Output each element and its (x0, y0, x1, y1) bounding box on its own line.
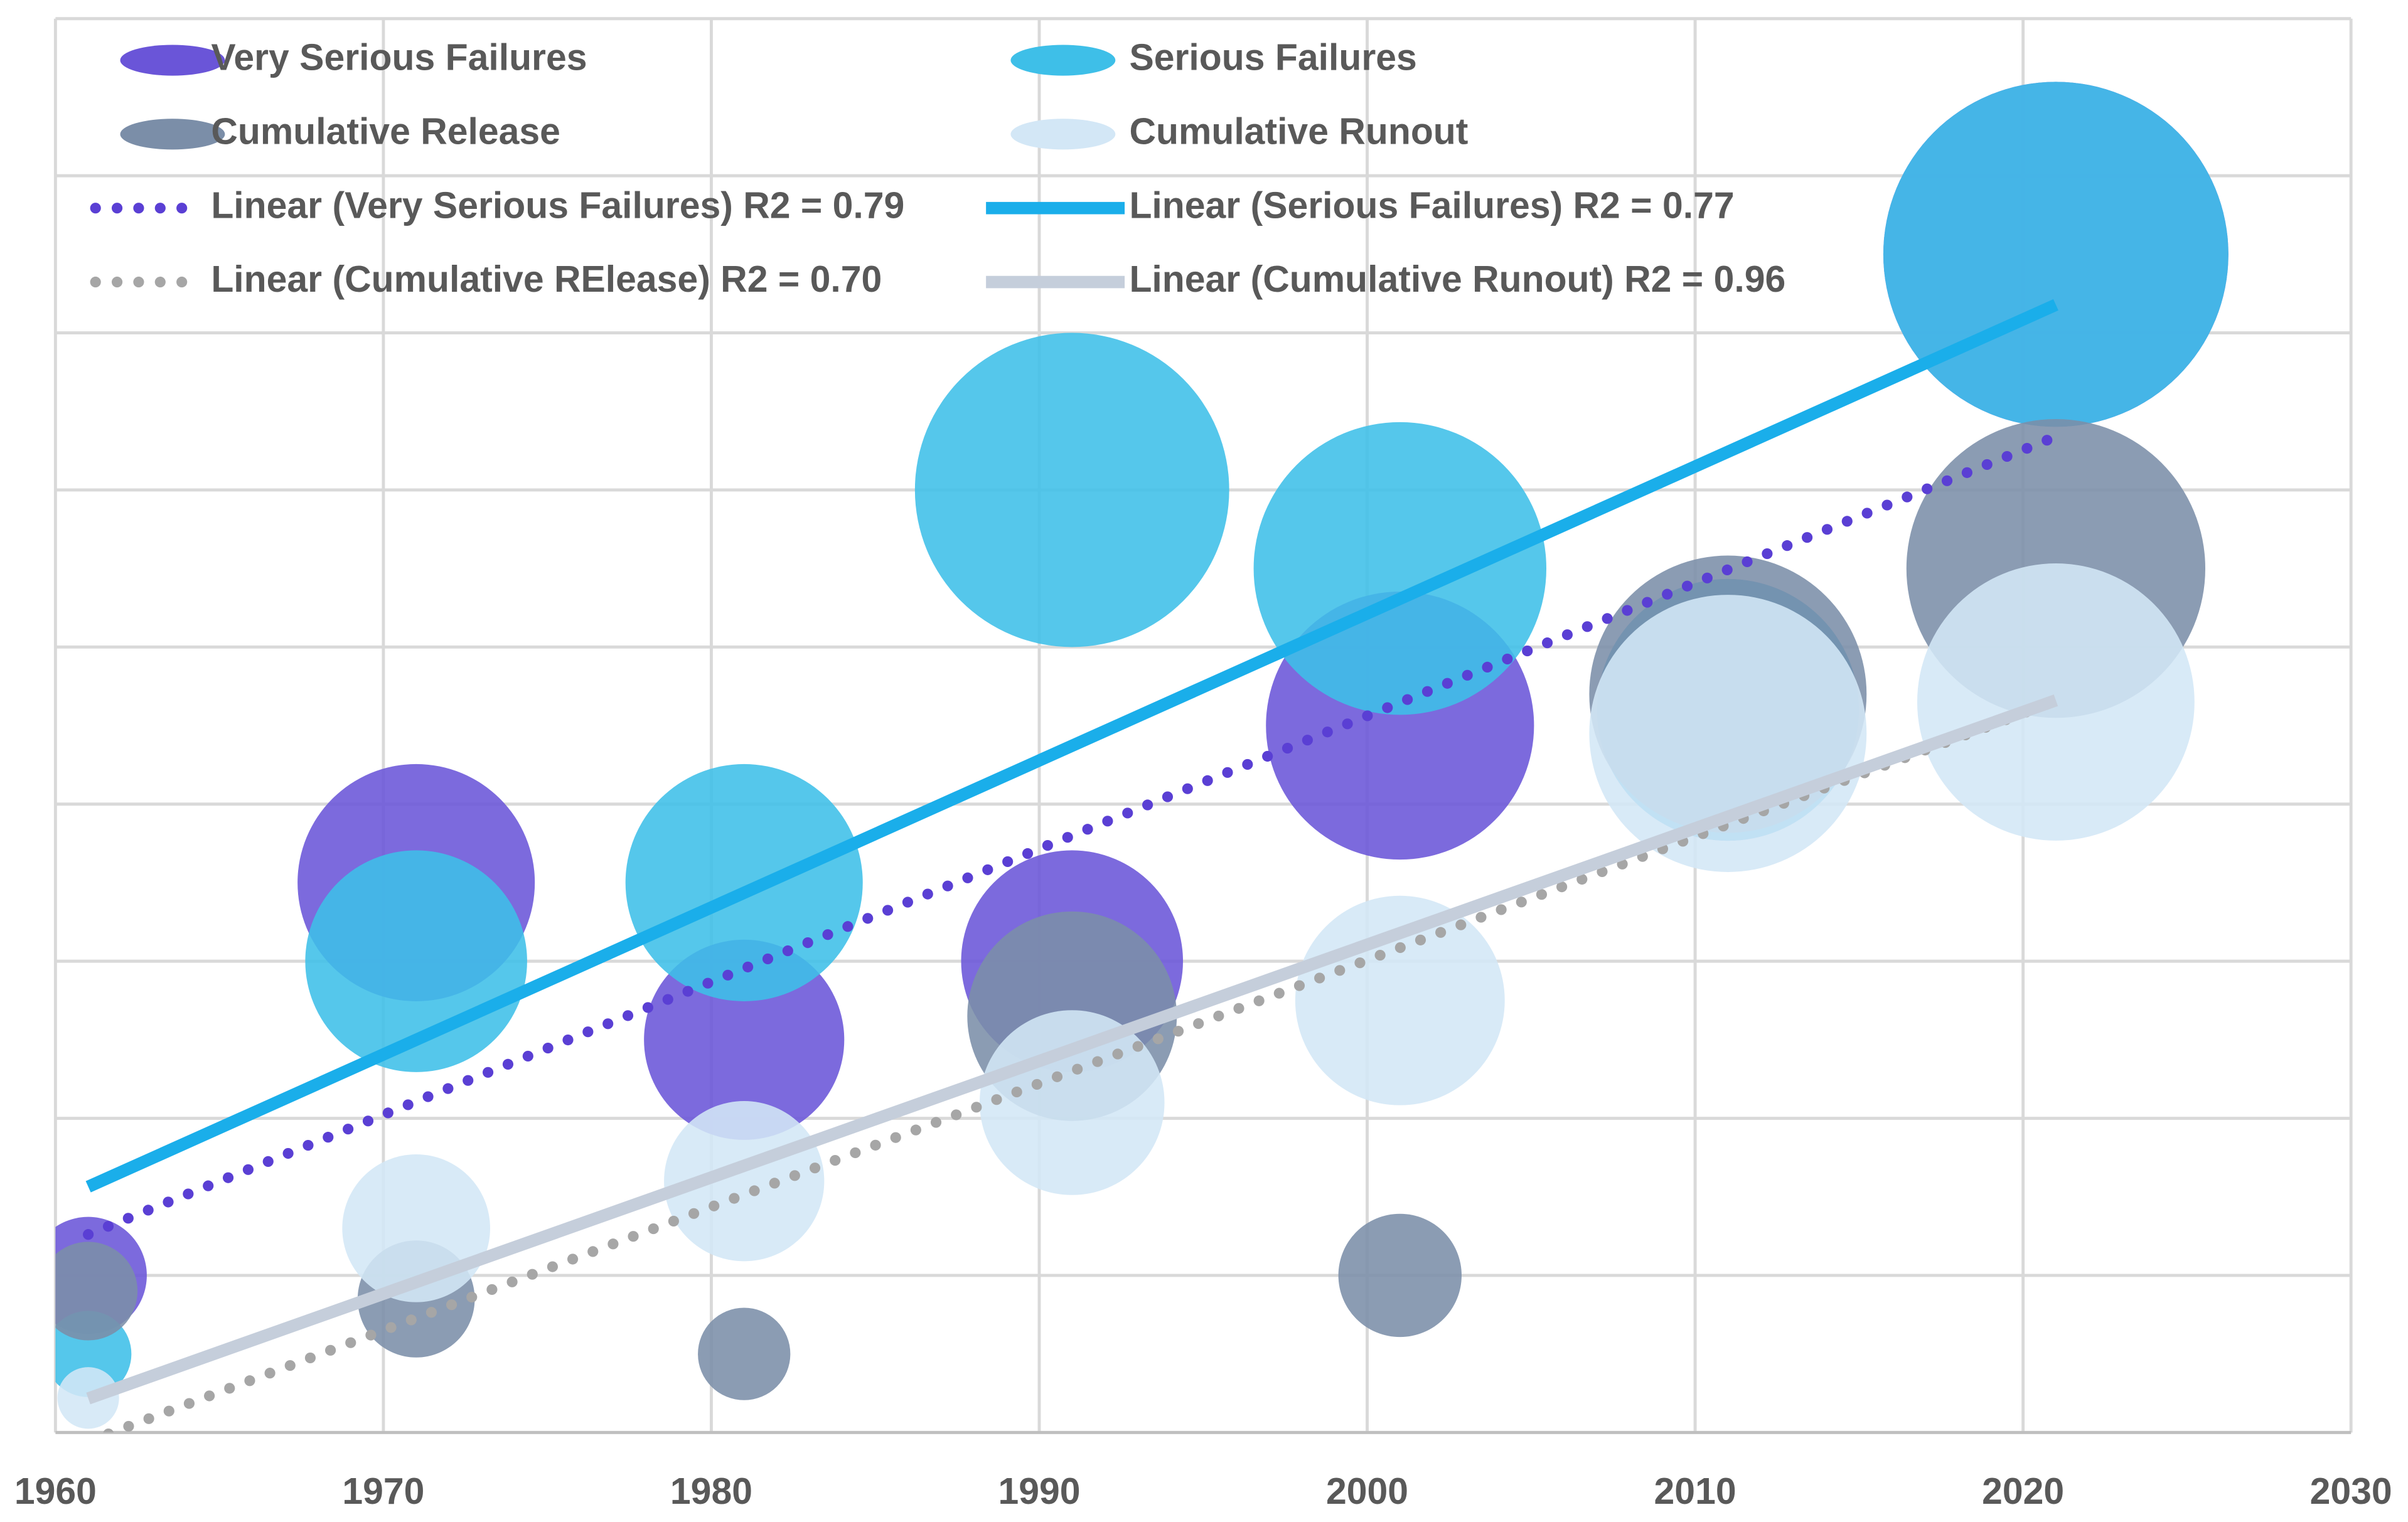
legend-label: Linear (Serious Failures) R2 = 0.77 (1129, 185, 1734, 226)
legend-label: Linear (Very Serious Failures) R2 = 0.79 (211, 185, 904, 226)
legend-label: Cumulative Runout (1129, 111, 1468, 152)
bubble (1253, 422, 1547, 715)
x-tick-label: 2020 (1982, 1471, 2064, 1512)
x-tick-label: 2010 (1654, 1471, 1736, 1512)
legend-marker (1010, 45, 1116, 76)
x-tick-label: 2030 (2310, 1471, 2392, 1512)
legend-label: Linear (Cumulative RElease) R2 = 0.70 (211, 259, 882, 300)
trend-line (85, 299, 2058, 1193)
legend-label: Cumulative Release (211, 111, 560, 152)
bubble (1883, 82, 2229, 427)
legend-label: Very Serious Failures (211, 38, 587, 78)
legend-marker (120, 119, 225, 150)
bubble (1338, 1213, 1462, 1338)
bubble (979, 1010, 1165, 1195)
x-tick-label: 1960 (14, 1471, 97, 1512)
legend-marker (120, 45, 225, 76)
x-tick-label: 2000 (1326, 1471, 1408, 1512)
legend-label: Linear (Cumulative Runout) R2 = 0.96 (1129, 259, 1785, 300)
trend-line (83, 431, 2062, 1240)
legend-marker (1010, 119, 1116, 150)
trend-line (86, 694, 2058, 1405)
bubble (914, 333, 1229, 647)
bubble (55, 1242, 138, 1341)
x-tick-label: 1970 (342, 1471, 424, 1512)
bubble (1589, 595, 1867, 872)
x-tick-label: 1990 (998, 1471, 1080, 1512)
bubble (698, 1307, 791, 1400)
trend-line (97, 695, 2062, 1433)
bubble (664, 1101, 825, 1262)
x-tick-label: 1980 (670, 1471, 752, 1512)
legend-label: Serious Failures (1129, 38, 1416, 78)
